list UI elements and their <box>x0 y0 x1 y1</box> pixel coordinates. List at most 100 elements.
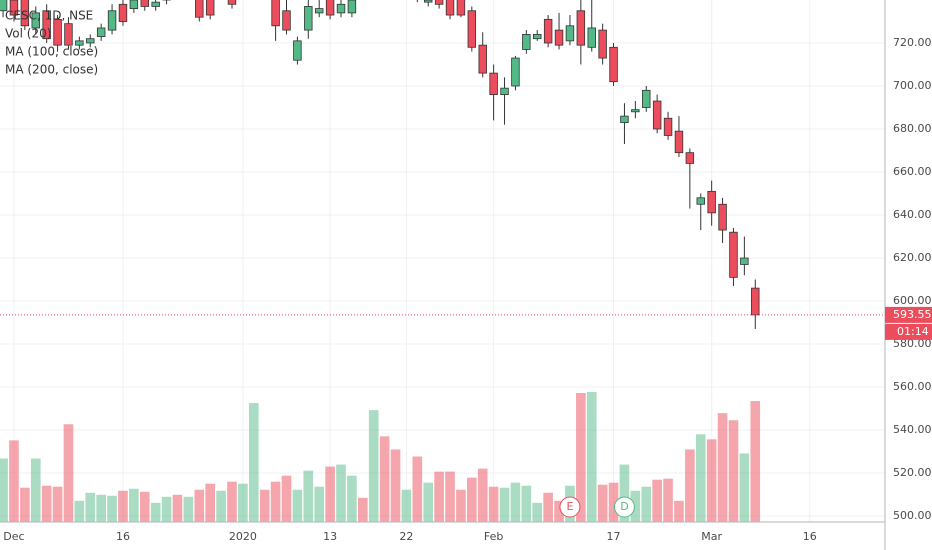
candle-body <box>151 1 160 7</box>
volume-bar <box>248 403 259 522</box>
volume-bar <box>390 449 401 522</box>
candle-body <box>31 12 40 29</box>
volume-bar <box>379 436 390 522</box>
candle-body <box>347 0 357 14</box>
candle-body <box>20 0 30 27</box>
y-tick-label: 640.00 <box>893 208 932 221</box>
volume-bar <box>0 458 8 522</box>
volume-bar <box>674 500 684 522</box>
candle-body <box>107 10 117 31</box>
volume-bar <box>216 490 226 522</box>
symbol-title: CESC, 1D, NSE <box>5 9 93 23</box>
volume-bar <box>52 486 63 522</box>
candle-body <box>729 231 738 278</box>
volume-bar <box>9 440 19 522</box>
volume-bar <box>467 477 477 522</box>
candle-body <box>500 87 509 96</box>
volume-bar <box>434 471 444 522</box>
event-marker <box>559 496 581 518</box>
candle-body <box>707 190 716 214</box>
volume-bar <box>129 488 139 522</box>
candle-body <box>0 0 8 12</box>
volume-bar <box>347 475 357 522</box>
volume-bar <box>576 393 586 522</box>
candle-body <box>543 18 553 44</box>
volume-bar <box>477 468 488 522</box>
volume-bar <box>739 453 750 522</box>
x-tick-label: Dec <box>3 530 24 543</box>
candle-body <box>663 117 673 136</box>
volume-bar <box>139 491 150 522</box>
y-tick-label: 680.00 <box>893 122 932 135</box>
volume-bar <box>641 486 652 522</box>
candle-body <box>554 29 564 46</box>
volume-bar <box>750 401 761 522</box>
candle-body <box>227 0 237 5</box>
y-tick-label: 500.00 <box>893 509 932 522</box>
candle-body <box>336 3 346 14</box>
event-label: D <box>620 500 628 513</box>
volume-bar <box>619 464 630 522</box>
y-tick-label: 620.00 <box>893 251 932 264</box>
x-tick-label: Feb <box>484 530 503 543</box>
candle-body <box>620 115 629 123</box>
x-tick-label: 16 <box>116 530 130 543</box>
volume-bar <box>423 482 434 522</box>
volume-bar <box>172 494 183 522</box>
volume-bar <box>412 456 423 522</box>
volume-bar <box>685 449 695 522</box>
volume-bar <box>107 495 117 522</box>
candle-body <box>304 6 313 31</box>
y-tick-label: 540.00 <box>893 423 932 436</box>
candle-body <box>598 29 607 59</box>
volume-bar <box>543 492 553 522</box>
volume-bar <box>238 483 248 522</box>
volume-bar <box>586 392 597 522</box>
y-tick-label: 660.00 <box>893 165 932 178</box>
y-tick-label: 580.00 <box>893 337 932 350</box>
candle-body <box>565 25 575 42</box>
volume-bar <box>728 420 739 522</box>
volume-bar <box>183 496 194 522</box>
candle-body <box>631 109 640 113</box>
volume-bar <box>521 485 532 522</box>
volume-bar <box>161 496 172 522</box>
volume-bar <box>281 475 292 522</box>
volume-bar <box>456 489 466 522</box>
y-tick-label: 700.00 <box>893 79 932 92</box>
candle-body <box>64 23 73 46</box>
volume-bar <box>270 481 281 522</box>
event-label: E <box>566 500 573 513</box>
candle-body <box>674 130 684 154</box>
volume-bar <box>499 487 510 522</box>
volume-bar <box>30 458 41 522</box>
volume-bar <box>608 482 619 522</box>
x-tick-label: 22 <box>399 530 413 543</box>
candle-body <box>271 0 280 27</box>
volume-bar <box>118 490 128 522</box>
candle-body <box>75 40 84 46</box>
volume-bar <box>652 479 662 522</box>
candle-body <box>445 0 455 16</box>
candle-body <box>325 0 335 16</box>
x-tick-label: 17 <box>607 530 621 543</box>
x-tick-label: 16 <box>803 530 817 543</box>
event-marker <box>613 496 635 518</box>
candle-body <box>489 72 498 96</box>
candle-body <box>696 197 705 205</box>
volume-bar <box>445 471 455 522</box>
volume-bar <box>368 410 379 522</box>
candle-body <box>522 34 531 50</box>
volume-bar <box>510 482 521 522</box>
candle-body <box>96 27 106 37</box>
volume-bar <box>150 502 161 522</box>
volume-bar <box>194 489 205 522</box>
indicator-label: MA (100, close) <box>5 45 98 59</box>
candle-body <box>685 152 695 164</box>
candle-body <box>86 38 95 44</box>
x-tick-label: 2020 <box>229 530 257 543</box>
volume-bar <box>554 500 564 522</box>
last-price-label: 593.55 <box>893 308 932 321</box>
volume-bar <box>96 494 106 522</box>
